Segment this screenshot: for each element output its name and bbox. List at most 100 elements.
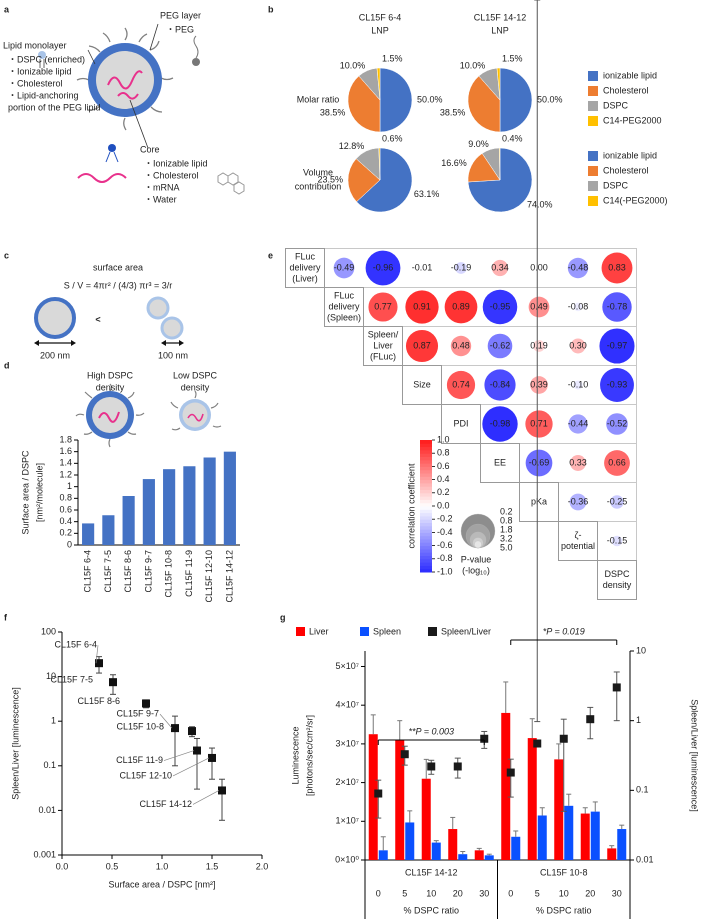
row-label: Volume (303, 167, 333, 177)
y-tick-label: 0.6 (59, 504, 72, 514)
x-tick-label: 0.0 (56, 861, 69, 871)
correlation-bubble (487, 333, 513, 359)
colorbar-step (420, 502, 432, 507)
correlation-value: 0.33 (569, 457, 587, 467)
point (208, 753, 216, 762)
correlation-bubble (333, 257, 355, 279)
y-tick-label: 1 (67, 481, 72, 491)
point (109, 678, 117, 687)
y-tick-label: 0.001 (33, 849, 56, 859)
pie-value-label: 0.4% (502, 133, 523, 143)
x-tick-label: CL15F 11-9 (184, 550, 194, 597)
legend-swatch (588, 101, 598, 111)
correlation-value: 0.00 (530, 262, 548, 272)
leader-line (95, 645, 99, 664)
correlation-value: -0.08 (568, 301, 589, 311)
correlation-value: -0.36 (568, 496, 589, 506)
correlation-bubble (444, 290, 478, 324)
y2-tick-label: 0.1 (636, 785, 649, 795)
marker (480, 734, 489, 743)
correlation-value: 0.39 (530, 379, 548, 389)
correlation-value: 0.19 (530, 340, 548, 350)
correlation-value: -0.01 (412, 262, 433, 272)
size-legend-title: P-value (461, 554, 492, 564)
point-label: CL15F 12-10 (119, 770, 172, 780)
correlation-value: -0.62 (490, 340, 511, 350)
colorbar-step (420, 525, 432, 530)
bar (421, 778, 431, 860)
point-label: CL15F 14-12 (139, 799, 192, 809)
y-tick-label: 1.6 (59, 446, 72, 456)
bar (527, 738, 537, 860)
point-label: CL15F 7-5 (50, 675, 93, 685)
x-tick-label: CL15F 6-4 (83, 550, 93, 593)
marker (612, 683, 621, 692)
x-tick-label: 10 (559, 888, 569, 898)
colorbar-step (420, 469, 432, 474)
correlation-bubble (600, 368, 634, 402)
marker (453, 762, 462, 771)
dspc-icons (75, 383, 222, 448)
x-tick-label: 2.0 (256, 861, 269, 871)
y-tick-label: 3×10⁷ (335, 738, 359, 748)
colorbar-step (420, 532, 432, 537)
correlation-bubble (484, 369, 516, 401)
pie-slice (376, 67, 381, 101)
y-tick-label: 1.8 (59, 434, 72, 444)
panel-label: a (4, 4, 10, 14)
correlation-value: 0.74 (452, 379, 470, 389)
annotation: Low DSPC (173, 370, 218, 380)
panel-label: d (4, 360, 10, 370)
x-tick-label: 30 (612, 888, 622, 898)
bar (484, 855, 494, 860)
variable-label: EE (494, 457, 506, 467)
y-tick-label: 1 (51, 716, 56, 726)
y-tick-label: 10 (46, 671, 56, 681)
point-label: CL15F 9-7 (116, 708, 159, 718)
diagram-item: ・Ionizable lipid (8, 66, 72, 76)
size-legend-label: 3.2 (500, 533, 513, 543)
diagram-item: ・Lipid-anchoring (8, 90, 79, 100)
point (218, 786, 226, 795)
label-cell (363, 326, 403, 366)
colorbar-label: correlation coefficient (406, 463, 416, 548)
colorbar-step (420, 443, 432, 448)
pie-value-label: 12.8% (339, 141, 365, 151)
leader-line (159, 713, 173, 729)
comparison: < (95, 314, 100, 324)
bar (537, 815, 547, 860)
correlation-value: 0.34 (491, 262, 509, 272)
label-cell (324, 287, 364, 327)
bar (458, 854, 468, 860)
y-tick-label: 0.4 (59, 516, 72, 526)
pie-slice (467, 75, 501, 133)
diagram-item: ・PEG (166, 24, 194, 34)
bar (590, 811, 600, 860)
correlation-value: -0.98 (490, 418, 511, 428)
group-label: CL15F 14-12 (405, 867, 458, 877)
x-tick-label: 0 (376, 888, 381, 898)
colorbar-step (420, 473, 432, 477)
colorbar-tick-label: 1.0 (437, 434, 450, 444)
correlation-value: -0.19 (451, 262, 472, 272)
correlation-bubble (368, 292, 398, 322)
x-tick-label: 1.0 (156, 861, 169, 871)
bar (607, 848, 617, 860)
point-label: CL15F 11-9 (116, 755, 163, 765)
correlation-bubble (570, 455, 586, 471)
y-tick-label: 1×10⁷ (335, 816, 359, 826)
correlation-value: -0.69 (529, 457, 550, 467)
variable-label: delivery (328, 301, 360, 311)
x-tick-label: 0.5 (106, 861, 119, 871)
legend-swatch (428, 627, 437, 636)
correlation-bubble (530, 376, 548, 394)
colorbar-tick-label: -1.0 (437, 566, 453, 576)
point-label: CL15F 10-8 (116, 721, 164, 731)
colorbar-step (420, 456, 432, 461)
correlation-bubble (569, 493, 587, 511)
y-tick-label: 5×10⁷ (335, 661, 359, 671)
colorbar-step (420, 548, 432, 553)
correlation-value: 0.49 (530, 301, 548, 311)
colorbar-tick-label: 0.2 (437, 487, 450, 497)
